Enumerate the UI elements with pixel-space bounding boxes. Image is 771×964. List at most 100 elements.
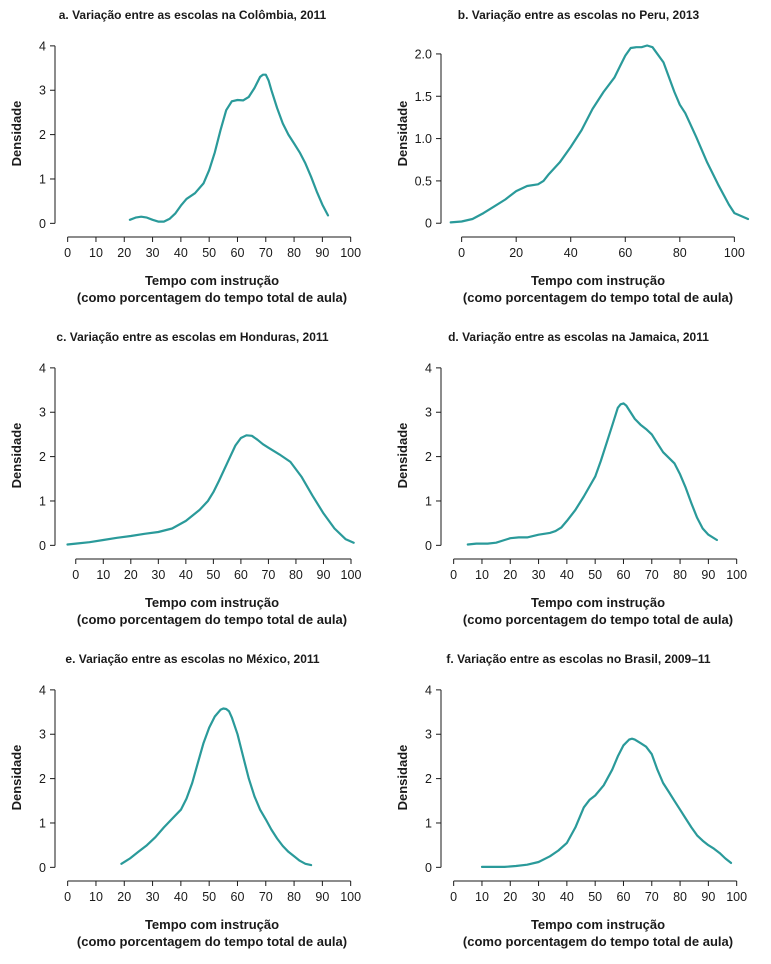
x-tick-label: 40 (179, 568, 193, 582)
x-tick-label: 50 (588, 890, 602, 904)
x-tick-label: 90 (315, 890, 329, 904)
x-axis-label-sub: (como porcentagem do tempo total de aula… (463, 934, 733, 949)
y-tick-label: 3 (39, 84, 46, 98)
x-tick-label: 60 (617, 890, 631, 904)
chart-panel-brasil: f. Variação entre as escolas no Brasil, … (386, 644, 771, 964)
y-axis-label: Densidade (395, 423, 410, 489)
x-tick-label: 60 (617, 568, 631, 582)
density-curve (120, 707, 313, 867)
x-tick-label: 10 (475, 890, 489, 904)
x-tick-label: 60 (231, 890, 245, 904)
x-tick-label: 60 (231, 246, 245, 260)
y-tick-label: 4 (39, 39, 46, 53)
density-curve (66, 434, 355, 546)
x-tick-label: 20 (509, 246, 523, 260)
chart-title: f. Variação entre as escolas no Brasil, … (446, 652, 711, 666)
chart-title: e. Variação entre as escolas no México, … (65, 652, 320, 666)
y-tick-label: 2.0 (415, 47, 432, 61)
x-tick-label: 60 (234, 568, 248, 582)
x-tick-label: 50 (588, 568, 602, 582)
density-plot-peru: 0 0.5 1.0 1.5 2.0 0 20 40 60 80 100 Tempo com instr… (395, 44, 750, 305)
y-tick-label: 3 (39, 728, 46, 742)
y-axis-label: Densidade (395, 101, 410, 167)
y-tick-label: 1 (425, 816, 432, 830)
x-tick-label: 90 (701, 890, 715, 904)
x-tick-label: 20 (503, 568, 517, 582)
x-tick-label: 100 (726, 568, 747, 582)
x-axis-label: Tempo com instrução (145, 595, 279, 610)
x-tick-label: 50 (202, 246, 216, 260)
density-curve (480, 737, 733, 868)
x-tick-label: 50 (206, 568, 220, 582)
x-tick-label: 20 (117, 890, 131, 904)
x-tick-label: 10 (475, 568, 489, 582)
chart-title: b. Variação entre as escolas no Peru, 20… (457, 8, 700, 22)
y-tick-label: 0 (39, 861, 46, 875)
y-tick-label: 4 (425, 361, 432, 375)
x-tick-label: 20 (117, 246, 131, 260)
x-tick-label: 80 (287, 890, 301, 904)
x-tick-label: 90 (315, 246, 329, 260)
x-tick-label: 10 (89, 890, 103, 904)
x-tick-label: 0 (458, 246, 465, 260)
chart-panel-jamaica: d. Variação entre as escolas na Jamaica,… (386, 322, 771, 642)
x-tick-label: 20 (503, 890, 517, 904)
y-tick-label: 2 (425, 772, 432, 786)
x-tick-label: 10 (89, 246, 103, 260)
chart-panel-mexico: e. Variação entre as escolas no México, … (0, 644, 385, 964)
y-tick-label: 1 (425, 494, 432, 508)
x-tick-label: 100 (726, 890, 747, 904)
x-tick-label: 40 (560, 568, 574, 582)
chart-title: c. Variação entre as escolas em Honduras… (56, 330, 329, 344)
y-tick-label: 0 (39, 539, 46, 553)
x-tick-label: 80 (673, 890, 687, 904)
y-tick-label: 1 (39, 172, 46, 186)
y-tick-label: 2 (39, 772, 46, 786)
y-tick-label: 4 (39, 361, 46, 375)
x-tick-label: 40 (564, 246, 578, 260)
x-axis-label-sub: (como porcentagem do tempo total de aula… (77, 612, 347, 627)
x-tick-label: 80 (673, 246, 687, 260)
y-axis-label: Densidade (395, 745, 410, 811)
y-tick-label: 2 (39, 128, 46, 142)
x-tick-label: 20 (124, 568, 138, 582)
chart-panel-peru: b. Variação entre as escolas no Peru, 20… (386, 0, 771, 320)
y-axis-label: Densidade (9, 101, 24, 167)
x-axis-label: Tempo com instrução (531, 917, 665, 932)
y-axis-label: Densidade (9, 423, 24, 489)
x-axis-label-sub: (como porcentagem do tempo total de aula… (77, 290, 347, 305)
x-tick-label: 80 (673, 568, 687, 582)
x-tick-label: 100 (341, 568, 362, 582)
x-tick-label: 100 (340, 246, 361, 260)
x-tick-label: 70 (645, 568, 659, 582)
y-tick-label: 1 (39, 494, 46, 508)
y-tick-label: 2 (39, 450, 46, 464)
y-tick-label: 0 (425, 861, 432, 875)
y-tick-label: 1.0 (415, 132, 432, 146)
chart-panel-honduras: c. Variação entre as escolas em Honduras… (0, 322, 385, 642)
y-tick-label: 0 (39, 217, 46, 231)
x-axis-label: Tempo com instrução (145, 273, 279, 288)
x-tick-label: 0 (450, 890, 457, 904)
x-tick-label: 30 (532, 890, 546, 904)
x-axis-label: Tempo com instrução (531, 273, 665, 288)
x-tick-label: 40 (174, 890, 188, 904)
x-tick-label: 70 (259, 246, 273, 260)
x-tick-label: 10 (96, 568, 110, 582)
x-tick-label: 100 (724, 246, 745, 260)
density-curve (128, 73, 330, 223)
y-tick-label: 3 (39, 406, 46, 420)
x-tick-label: 0 (64, 246, 71, 260)
x-tick-label: 80 (289, 568, 303, 582)
x-tick-label: 40 (560, 890, 574, 904)
x-tick-label: 0 (64, 890, 71, 904)
y-tick-label: 0 (425, 217, 432, 231)
x-tick-label: 30 (532, 568, 546, 582)
x-tick-label: 40 (174, 246, 188, 260)
x-tick-label: 60 (618, 246, 632, 260)
